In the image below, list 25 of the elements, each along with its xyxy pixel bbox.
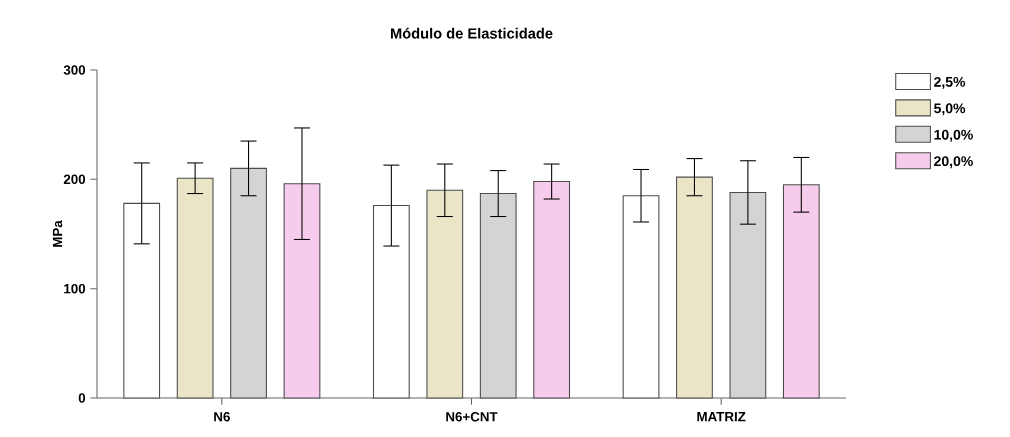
bar xyxy=(729,191,767,399)
legend-label: 5,0% xyxy=(934,103,966,116)
y-tick-label: 0 xyxy=(78,393,86,403)
legend-label: 10,0% xyxy=(934,129,973,142)
bar xyxy=(230,167,267,399)
legend-label: 20,0% xyxy=(934,156,973,169)
y-tick-label: 100 xyxy=(64,283,86,294)
x-tick-label: N6+CNT xyxy=(446,412,498,422)
bar xyxy=(782,184,820,399)
y-axis-title: MPa xyxy=(52,220,63,247)
legend-label: 2,5% xyxy=(934,76,966,89)
bar xyxy=(676,176,713,399)
bar xyxy=(533,180,571,399)
chart-title: Módulo de Elasticidade xyxy=(390,27,553,39)
y-tick-label: 300 xyxy=(63,65,86,75)
bar xyxy=(123,202,161,399)
bar xyxy=(176,177,214,399)
x-tick-label: N6 xyxy=(214,412,230,422)
y-tick-label: 200 xyxy=(63,174,86,185)
bar xyxy=(426,189,464,399)
bar xyxy=(479,193,517,399)
bar xyxy=(622,195,660,399)
x-tick-label: MATRIZ xyxy=(697,412,746,422)
bar xyxy=(372,205,410,399)
bar xyxy=(283,183,321,399)
